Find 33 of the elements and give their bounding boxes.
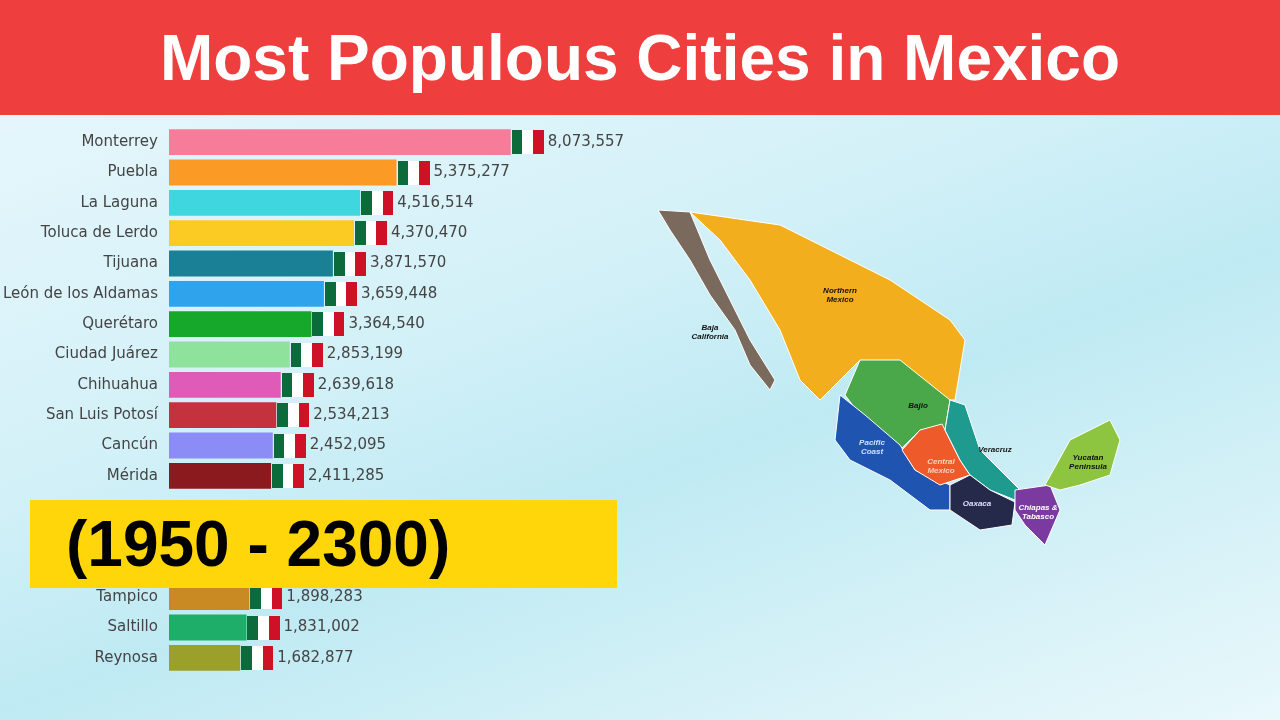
data-label: 3,871,570: [369, 253, 447, 272]
data-label: 4,370,470: [391, 223, 468, 242]
y-tick-label: Monterrey: [81, 132, 159, 151]
data-label: 2,534,213: [313, 405, 390, 424]
y-tick-label: Saltillo: [107, 617, 158, 636]
text: (1950 - 2300): [30, 500, 617, 588]
data-label: 1,898,283: [286, 587, 363, 606]
y-tick-label: Tijuana: [102, 253, 158, 272]
data-label: 4,516,514: [397, 192, 474, 211]
data-label: 2,411,285: [308, 465, 385, 484]
data-label: 2,452,095: [309, 435, 387, 454]
y-tick-label: Reynosa: [94, 647, 158, 666]
data-label: 1,682,877: [277, 647, 354, 666]
y-tick-label: León de los Aldamas: [3, 283, 159, 302]
data-label: 5,375,277: [433, 162, 510, 181]
y-tick-label: Puebla: [107, 162, 158, 181]
data-label: 8,073,557: [547, 132, 625, 151]
y-tick-label: San Luis Potosí: [45, 405, 159, 424]
mexico-map: Northern Mexico Baja California Bajio Veracruz Pacific Coast Central Mexico Oaxaca Yucatan Peninsula Chiapas & Tabasco: [650, 200, 1130, 550]
y-tick-label: Cancún: [101, 435, 158, 454]
data-label: 2,853,199: [326, 344, 404, 363]
y-tick-label: Toluca de Lerdo: [39, 223, 158, 242]
y-tick-label: Tampico: [95, 587, 158, 606]
y-tick-label: Chihuahua: [77, 374, 158, 393]
data-label: 3,659,448: [360, 283, 438, 302]
y-tick-label: Querétaro: [82, 314, 158, 333]
data-label: 2,639,618: [317, 374, 395, 393]
y-tick-label: Mérida: [106, 465, 158, 484]
y-tick-label: Ciudad Juárez: [54, 344, 159, 363]
data-label: 3,364,540: [348, 314, 425, 333]
y-tick-label: La Laguna: [80, 192, 158, 211]
text: Most Populous Cities in Mexico: [0, 0, 1280, 115]
data-label: 1,831,002: [283, 617, 360, 636]
